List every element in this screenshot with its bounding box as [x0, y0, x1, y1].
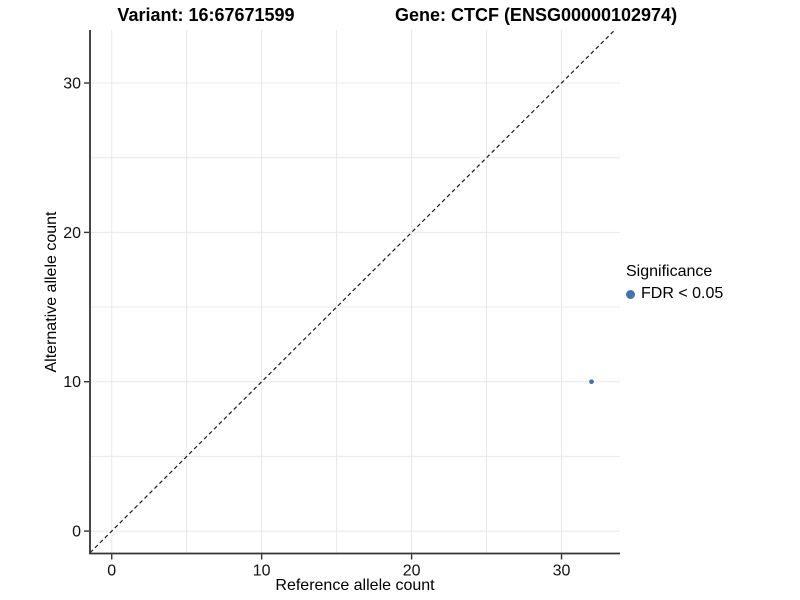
legend-item: FDR < 0.05	[626, 285, 723, 303]
legend-title: Significance	[626, 263, 713, 280]
legend-dot-icon	[626, 289, 635, 299]
gene-title: Gene: CTCF (ENSG00000102974)	[394, 5, 678, 25]
y-tick-label: 10	[63, 374, 81, 391]
x-tick-label: 30	[553, 563, 571, 580]
x-tick-label: 10	[253, 563, 271, 580]
y-tick-label: 30	[63, 76, 81, 93]
y-tick-label: 0	[72, 524, 81, 541]
x-tick-label: 0	[107, 563, 116, 580]
y-tick-label: 20	[63, 225, 81, 242]
legend-item-label: FDR < 0.05	[641, 285, 724, 302]
y-axis-title: Alternative allele count	[43, 211, 60, 373]
data-point	[589, 379, 594, 385]
variant-title: Variant: 16:67671599	[117, 5, 295, 25]
x-tick-label: 20	[403, 563, 421, 580]
legend-items: FDR < 0.05	[626, 285, 723, 303]
legend: Significance FDR < 0.05	[626, 263, 723, 303]
x-axis-title: Reference allele count	[275, 577, 435, 594]
identity-reference-line	[89, 29, 616, 554]
